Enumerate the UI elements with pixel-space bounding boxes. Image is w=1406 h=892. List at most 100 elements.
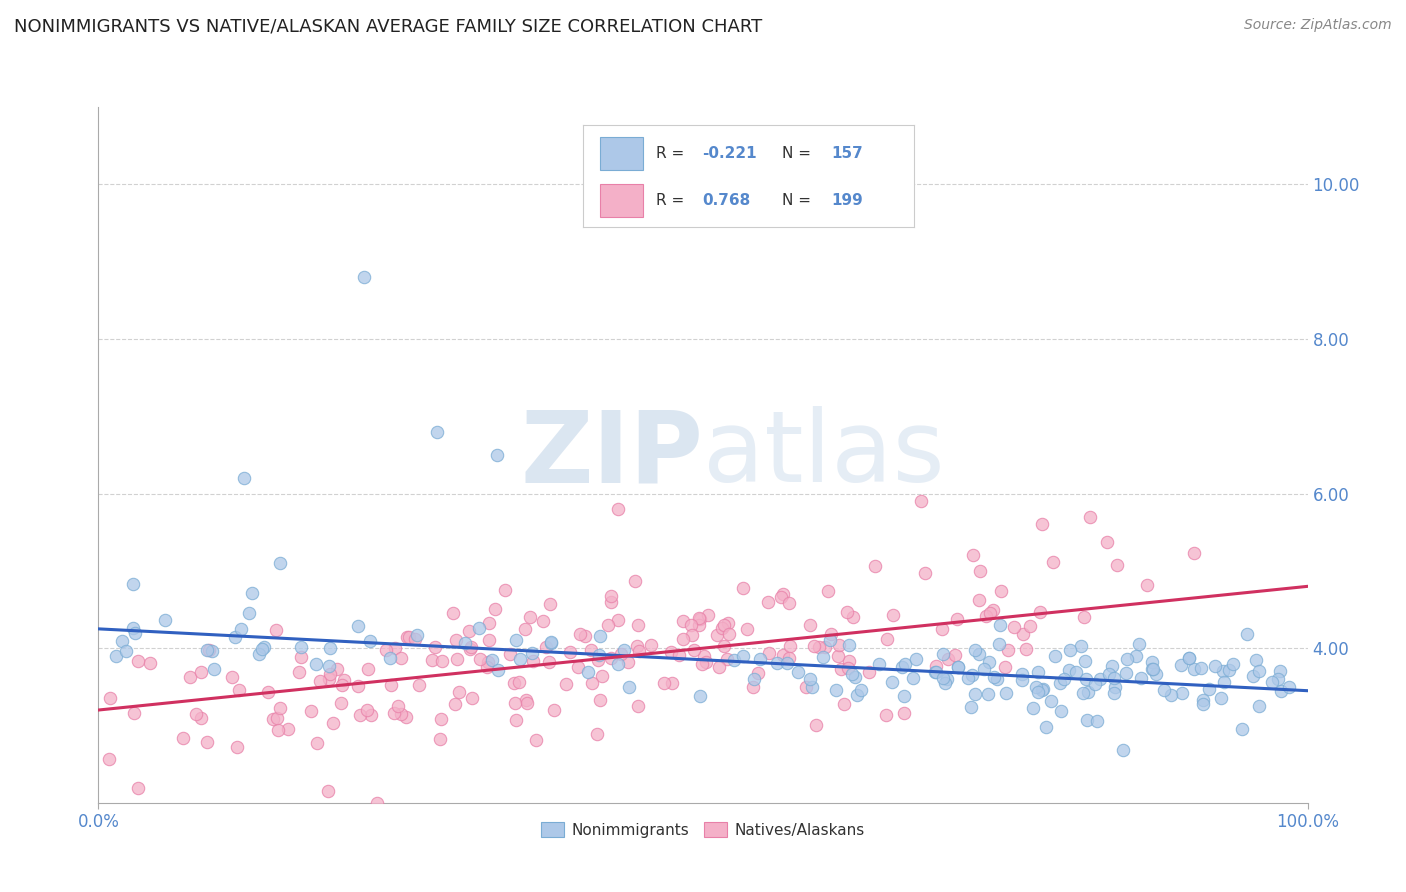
Point xyxy=(846,689,869,703)
Point xyxy=(349,707,371,722)
Point xyxy=(333,673,356,687)
Point xyxy=(976,687,998,701)
Point xyxy=(627,699,650,714)
Point xyxy=(201,643,224,657)
Point xyxy=(1101,659,1123,673)
Point xyxy=(1247,664,1270,678)
Point xyxy=(1026,665,1049,680)
Point xyxy=(938,652,960,666)
Point xyxy=(139,657,162,671)
Point xyxy=(689,689,711,703)
Point xyxy=(1142,662,1164,676)
Point xyxy=(505,713,527,727)
Point xyxy=(232,471,254,485)
Point xyxy=(478,633,501,648)
Point xyxy=(988,618,1011,632)
Point xyxy=(330,678,353,692)
Point xyxy=(591,669,613,683)
Text: ZIP: ZIP xyxy=(520,407,703,503)
Point xyxy=(983,669,1005,683)
Point xyxy=(374,643,396,657)
Point xyxy=(1267,672,1289,686)
Point xyxy=(1112,743,1135,757)
Point xyxy=(257,684,280,698)
Bar xyxy=(600,185,643,218)
Point xyxy=(404,632,426,646)
Point xyxy=(995,686,1018,700)
Point xyxy=(387,699,409,714)
Point xyxy=(1059,643,1081,657)
Point xyxy=(264,623,287,637)
Point xyxy=(1182,662,1205,676)
Point xyxy=(360,707,382,722)
Point xyxy=(458,624,481,638)
Point xyxy=(1022,701,1045,715)
Point xyxy=(486,448,509,462)
Point xyxy=(681,627,703,641)
Point xyxy=(934,676,956,690)
Point xyxy=(963,687,986,701)
Point xyxy=(963,642,986,657)
Point xyxy=(1088,672,1111,686)
Point xyxy=(581,676,603,690)
Point xyxy=(458,642,481,657)
Text: 157: 157 xyxy=(831,146,863,161)
Point xyxy=(1102,686,1125,700)
Point xyxy=(347,619,370,633)
Point xyxy=(717,626,740,640)
Point xyxy=(891,660,914,674)
Point xyxy=(509,652,531,666)
Point xyxy=(772,587,794,601)
Point xyxy=(914,566,936,580)
Text: -0.221: -0.221 xyxy=(703,146,756,161)
Point xyxy=(1140,656,1163,670)
Point xyxy=(776,656,799,670)
Point xyxy=(444,632,467,647)
Point xyxy=(508,674,530,689)
Point xyxy=(1230,723,1253,737)
Point xyxy=(851,682,873,697)
Point xyxy=(543,703,565,717)
Point xyxy=(820,633,842,648)
Point xyxy=(1040,694,1063,708)
Point xyxy=(801,680,824,694)
Point xyxy=(610,647,633,661)
Point xyxy=(531,614,554,628)
Point xyxy=(600,595,623,609)
Point xyxy=(960,699,983,714)
Point xyxy=(486,663,509,677)
Text: N =: N = xyxy=(782,194,815,209)
Legend: Nonimmigrants, Natives/Alaskans: Nonimmigrants, Natives/Alaskans xyxy=(534,815,872,844)
Point xyxy=(359,633,381,648)
Point xyxy=(184,707,207,722)
Point xyxy=(441,606,464,620)
Point xyxy=(1218,663,1240,677)
Point xyxy=(579,643,602,657)
Point xyxy=(623,574,645,589)
Point xyxy=(461,690,484,705)
Point xyxy=(661,676,683,690)
Point xyxy=(844,670,866,684)
Point xyxy=(688,611,710,625)
Point xyxy=(994,660,1017,674)
Point xyxy=(586,727,609,741)
Point xyxy=(266,711,288,725)
Point xyxy=(682,642,704,657)
Point xyxy=(1053,672,1076,686)
Point xyxy=(671,614,693,628)
Point xyxy=(1066,665,1088,680)
Point xyxy=(838,654,860,668)
Point xyxy=(105,648,128,663)
Point xyxy=(607,613,630,627)
Point xyxy=(538,597,561,611)
Point xyxy=(1153,682,1175,697)
Point xyxy=(540,636,562,650)
Point xyxy=(689,612,711,626)
Point xyxy=(122,621,145,635)
Text: R =: R = xyxy=(657,146,689,161)
Point xyxy=(503,676,526,690)
Point xyxy=(735,622,758,636)
Point xyxy=(1222,657,1244,671)
Point xyxy=(962,549,984,563)
Point xyxy=(198,643,221,657)
